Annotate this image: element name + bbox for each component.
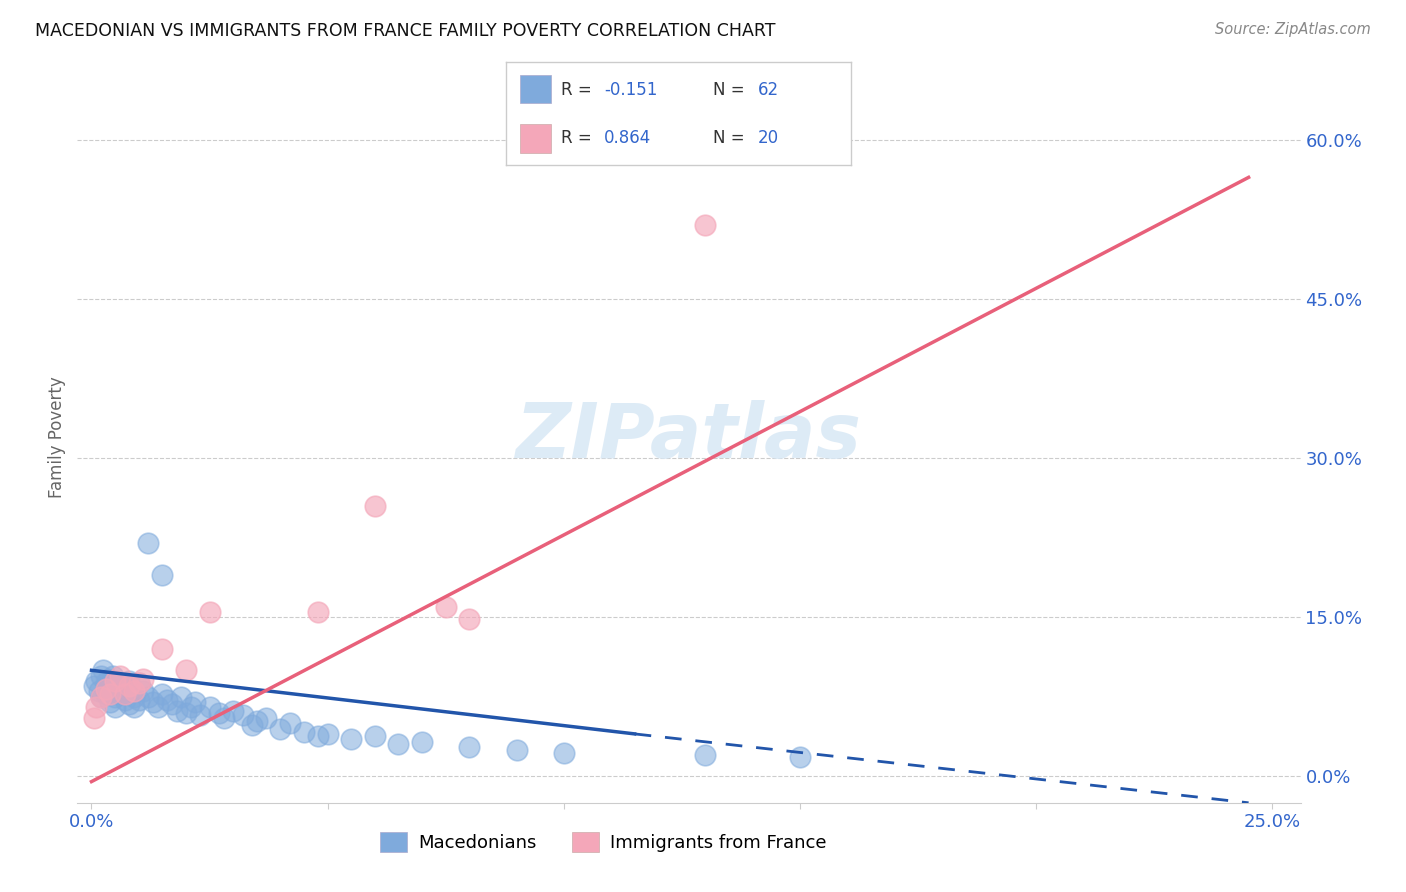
Point	[316, 727, 339, 741]
Text: N =: N =	[713, 80, 749, 99]
Point	[150, 687, 173, 701]
Point	[132, 672, 155, 686]
Point	[411, 735, 433, 749]
Point	[292, 724, 315, 739]
FancyBboxPatch shape	[520, 75, 551, 103]
Point	[150, 642, 173, 657]
Point	[170, 690, 193, 704]
Point	[307, 729, 329, 743]
Text: -0.151: -0.151	[605, 80, 658, 99]
Point	[222, 704, 245, 718]
Point	[84, 700, 107, 714]
Point	[100, 682, 122, 697]
Point	[198, 605, 221, 619]
Point	[269, 722, 291, 736]
Point	[108, 668, 131, 682]
Point	[104, 700, 127, 714]
Point	[108, 687, 131, 701]
Text: 62: 62	[758, 80, 779, 99]
Point	[91, 663, 114, 677]
Point	[108, 676, 131, 690]
Point	[174, 663, 197, 677]
Point	[166, 704, 188, 718]
Point	[104, 679, 127, 693]
Point	[278, 716, 301, 731]
Text: 20: 20	[758, 128, 779, 147]
Point	[198, 700, 221, 714]
Point	[83, 679, 105, 693]
Point	[94, 676, 117, 690]
Point	[180, 700, 202, 714]
Point	[114, 687, 136, 701]
Point	[90, 690, 112, 704]
Point	[240, 718, 263, 732]
Point	[340, 732, 363, 747]
Point	[128, 676, 150, 690]
Point	[246, 714, 269, 728]
Point	[254, 711, 277, 725]
Point	[146, 700, 169, 714]
Point	[104, 673, 127, 688]
Point	[156, 693, 179, 707]
Point	[101, 668, 124, 682]
Point	[553, 746, 575, 760]
Point	[458, 612, 481, 626]
Text: Source: ZipAtlas.com: Source: ZipAtlas.com	[1215, 22, 1371, 37]
Point	[789, 750, 811, 764]
Point	[136, 536, 159, 550]
Point	[84, 673, 107, 688]
Text: R =: R =	[561, 80, 598, 99]
Point	[232, 707, 254, 722]
FancyBboxPatch shape	[520, 124, 551, 153]
Point	[364, 729, 387, 743]
Point	[118, 697, 141, 711]
Point	[184, 695, 207, 709]
Point	[160, 697, 183, 711]
Point	[104, 690, 127, 704]
Point	[90, 668, 112, 682]
Point	[114, 693, 136, 707]
Text: ZIPatlas: ZIPatlas	[516, 401, 862, 474]
Legend: Macedonians, Immigrants from France: Macedonians, Immigrants from France	[373, 824, 834, 860]
Point	[136, 690, 159, 704]
Point	[122, 684, 145, 698]
Point	[174, 706, 197, 720]
Point	[94, 687, 117, 701]
Point	[100, 687, 122, 701]
Point	[132, 684, 155, 698]
Point	[128, 693, 150, 707]
Point	[114, 682, 136, 697]
Point	[122, 700, 145, 714]
Text: R =: R =	[561, 128, 598, 147]
Point	[100, 695, 122, 709]
Point	[364, 499, 387, 513]
Text: MACEDONIAN VS IMMIGRANTS FROM FRANCE FAMILY POVERTY CORRELATION CHART: MACEDONIAN VS IMMIGRANTS FROM FRANCE FAM…	[35, 22, 776, 40]
Point	[90, 690, 112, 704]
Text: N =: N =	[713, 128, 749, 147]
Point	[212, 711, 235, 725]
Point	[307, 605, 329, 619]
Point	[387, 738, 409, 752]
Point	[434, 599, 457, 614]
Point	[128, 676, 150, 690]
Y-axis label: Family Poverty: Family Poverty	[48, 376, 66, 498]
Point	[83, 711, 105, 725]
Point	[94, 682, 117, 697]
Point	[458, 739, 481, 754]
Point	[188, 707, 211, 722]
Point	[150, 567, 173, 582]
Point	[142, 695, 165, 709]
Point	[695, 218, 717, 232]
Text: 0.864: 0.864	[605, 128, 651, 147]
Point	[505, 743, 527, 757]
Point	[118, 679, 141, 693]
Point	[97, 672, 120, 686]
Point	[87, 684, 110, 698]
Point	[118, 673, 141, 688]
Point	[695, 748, 717, 763]
Point	[122, 690, 145, 704]
Point	[208, 706, 231, 720]
